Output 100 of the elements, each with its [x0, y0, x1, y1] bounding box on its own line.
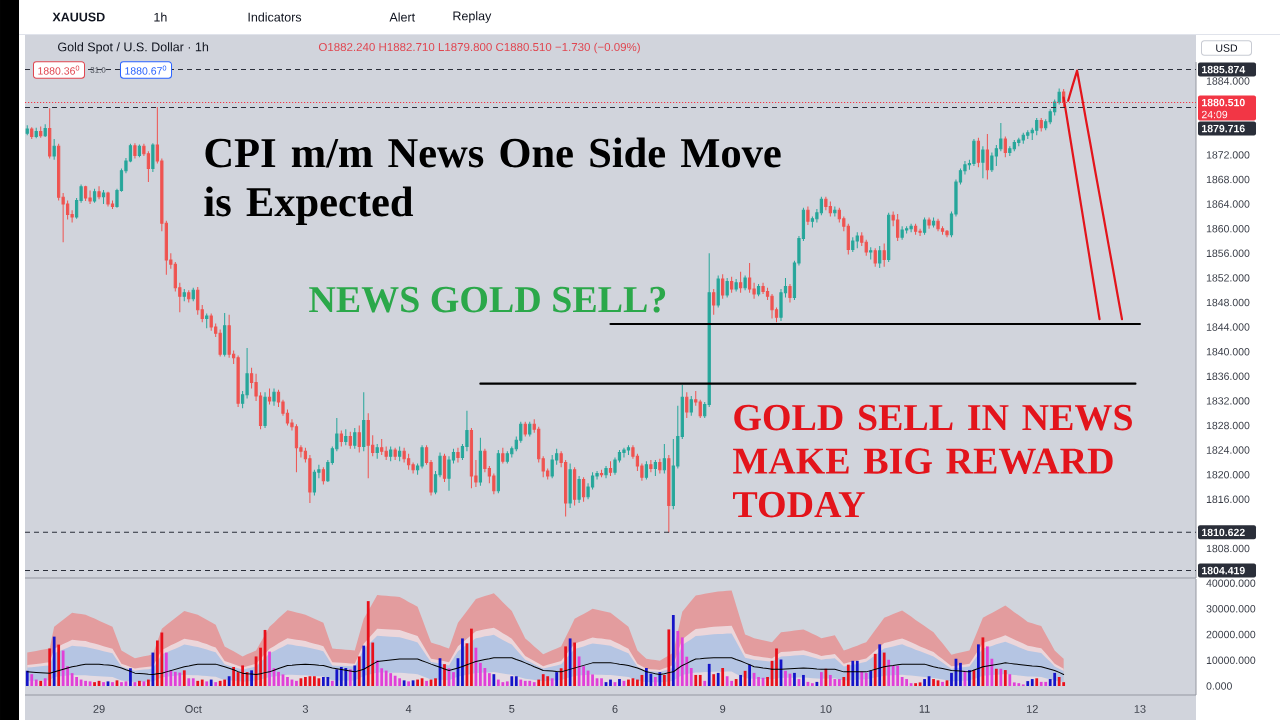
text: Replay — [453, 11, 492, 23]
bar — [721, 668, 725, 687]
bar — [730, 680, 734, 687]
candlestick — [133, 142, 137, 160]
candlestick — [936, 218, 940, 232]
bar — [739, 674, 743, 687]
annotation: CPI m/m News One Side Move is Expected — [204, 137, 781, 226]
x-tick-label: Oct — [185, 705, 202, 713]
bar — [514, 676, 518, 687]
bar — [84, 680, 87, 687]
y-tick-label: 30000.000 — [1206, 605, 1256, 613]
bar — [218, 680, 222, 687]
candlestick — [30, 126, 34, 140]
x-tick-label: 5 — [509, 705, 515, 713]
bar — [766, 677, 769, 687]
candlestick — [272, 388, 276, 407]
bar — [241, 665, 244, 687]
bar — [39, 680, 43, 687]
bar — [1044, 681, 1048, 687]
candlestick — [788, 283, 792, 303]
x-tick-label: 12 — [1026, 705, 1038, 713]
bar — [357, 656, 361, 687]
bar — [70, 673, 74, 687]
bar — [887, 659, 891, 687]
annotation: 31.0 — [90, 67, 106, 73]
y-tick-label: 0.000 — [1206, 682, 1232, 690]
candlestick — [662, 443, 666, 474]
x-tick-label: 4 — [405, 705, 412, 713]
y-tick-label: 20000.000 — [1206, 630, 1256, 639]
candlestick — [721, 273, 725, 300]
bar — [1057, 677, 1061, 687]
bar — [304, 677, 307, 687]
bar — [510, 676, 514, 687]
bar — [366, 601, 370, 687]
bar — [680, 637, 684, 687]
x-tick-label: 29 — [93, 705, 105, 713]
candlestick — [873, 247, 877, 268]
bar — [227, 676, 231, 687]
bar — [698, 674, 702, 687]
candlestick — [878, 245, 882, 269]
text: Alert — [389, 12, 416, 22]
candlestick — [972, 138, 976, 167]
candlestick — [913, 223, 918, 236]
y-tick-label: 1836.000 — [1206, 372, 1250, 380]
candlestick — [572, 466, 577, 506]
bar — [855, 660, 859, 687]
candlestick — [828, 201, 832, 217]
x-tick-label: 13 — [1134, 705, 1146, 713]
candlestick — [716, 274, 720, 308]
bar — [653, 677, 657, 687]
bar — [645, 668, 648, 687]
candlestick — [366, 412, 370, 479]
bar — [618, 679, 621, 687]
bar — [138, 680, 141, 687]
candlestick — [730, 276, 734, 294]
candlestick — [604, 465, 608, 479]
bar — [407, 681, 410, 687]
bar — [452, 672, 455, 687]
bar — [52, 636, 56, 687]
candlestick — [389, 445, 393, 462]
annotation: 1880.36$^{0}$ — [38, 65, 80, 75]
bar — [344, 668, 348, 687]
candlestick — [223, 312, 227, 358]
bar — [734, 679, 738, 687]
text: Indicators — [248, 12, 302, 22]
candlestick — [236, 354, 240, 408]
bar — [609, 679, 612, 687]
bar — [501, 682, 505, 687]
bar — [873, 653, 877, 687]
candlestick — [151, 142, 155, 173]
bar — [496, 679, 500, 687]
candlestick — [137, 143, 142, 158]
candlestick — [882, 242, 886, 268]
annotation: 1880.67$^{0}$ — [125, 65, 167, 75]
candlestick — [626, 444, 631, 456]
candlestick — [644, 460, 649, 481]
bar — [173, 671, 177, 687]
bar — [694, 674, 698, 687]
bar — [842, 677, 846, 687]
bar — [716, 672, 720, 687]
bar — [286, 677, 289, 687]
bar — [295, 680, 298, 687]
bar — [232, 666, 236, 687]
bar — [223, 679, 227, 687]
bar — [573, 642, 576, 687]
bar — [532, 682, 536, 687]
candlestick — [344, 428, 348, 446]
candlestick — [869, 246, 873, 260]
candlestick — [294, 423, 299, 473]
candlestick — [756, 283, 761, 297]
bar — [434, 678, 437, 687]
candlestick — [312, 469, 317, 497]
bar — [191, 678, 195, 687]
candlestick — [976, 137, 981, 168]
bar — [34, 679, 38, 687]
bar — [968, 670, 971, 687]
candlestick — [52, 138, 56, 161]
bar — [833, 679, 837, 687]
bar — [182, 670, 186, 687]
y-tick-label: 1848.000 — [1206, 298, 1250, 307]
